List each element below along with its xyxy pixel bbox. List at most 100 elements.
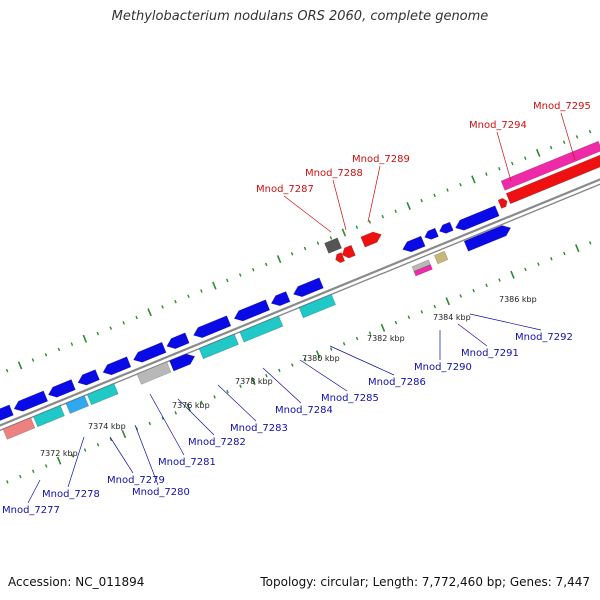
tick-mark — [83, 448, 87, 452]
tick-mark — [17, 361, 23, 370]
label-leader-line — [332, 179, 347, 231]
tick-mark — [446, 188, 449, 192]
tick-mark — [57, 347, 61, 352]
tick-mark — [148, 421, 152, 426]
gene-label-mnod-7288[interactable]: Mnod_7288 — [305, 168, 363, 179]
label-leader-line — [27, 479, 41, 504]
gene-reverse-1 — [2, 417, 36, 440]
gene-label-mnod-7282[interactable]: Mnod_7282 — [188, 437, 246, 448]
gene-label-mnod-7278[interactable]: Mnod_7278 — [42, 489, 100, 500]
tick-mark — [31, 469, 35, 474]
tick-mark — [537, 262, 540, 266]
accession-text: Accession: NC_011894 — [8, 575, 145, 589]
tick-mark — [355, 336, 359, 341]
gene-forward-11 — [293, 277, 324, 298]
tick-mark — [264, 262, 268, 267]
gene-reverse-6 — [169, 353, 196, 372]
tick-mark — [523, 156, 527, 160]
genome-summary-text: Topology: circular; Length: 7,772,460 bp… — [260, 575, 590, 589]
tick-mark — [433, 304, 437, 309]
tick-mark — [303, 246, 307, 251]
tick-mark — [575, 135, 579, 139]
tick-mark — [82, 334, 88, 343]
gene-label-mnod-7279[interactable]: Mnod_7279 — [107, 475, 165, 486]
gene-label-mnod-7281[interactable]: Mnod_7281 — [158, 457, 216, 468]
tick-mark — [5, 368, 9, 373]
gene-label-mnod-7284[interactable]: Mnod_7284 — [275, 405, 333, 416]
gene-forward-4 — [77, 369, 100, 386]
tick-mark — [550, 257, 553, 261]
tick-mark — [368, 331, 372, 335]
gene-label-mnod-7289[interactable]: Mnod_7289 — [352, 154, 410, 165]
tick-mark — [200, 289, 203, 293]
gene-reverse-9 — [298, 294, 336, 319]
genome-backbone — [0, 178, 600, 432]
gene-features — [0, 140, 600, 440]
gene-label-mnod-7295[interactable]: Mnod_7295 — [533, 101, 591, 112]
tick-mark — [70, 342, 74, 346]
label-leader-line — [560, 112, 576, 161]
gene-label-mnod-7290[interactable]: Mnod_7290 — [414, 362, 472, 373]
gene-red-cluster-1 — [324, 237, 342, 254]
tick-mark — [406, 201, 411, 210]
tick-mark — [329, 236, 333, 240]
tick-mark — [186, 403, 191, 412]
label-leader-line — [67, 436, 85, 488]
gene-forward-1 — [0, 404, 14, 421]
tick-mark — [251, 267, 255, 272]
tick-mark — [187, 294, 190, 299]
gene-label-mnod-7294[interactable]: Mnod_7294 — [469, 120, 527, 131]
gene-reverse-8 — [239, 315, 284, 343]
tick-mark — [44, 352, 48, 357]
tick-mark — [174, 299, 177, 304]
gene-label-mnod-7285[interactable]: Mnod_7285 — [321, 393, 379, 404]
tick-mark — [498, 167, 501, 171]
tick-mark — [96, 331, 100, 336]
gene-red-cluster-4 — [360, 231, 382, 248]
label-leader-line — [457, 323, 488, 347]
tick-mark — [498, 278, 501, 282]
label-leader-line — [496, 131, 512, 182]
tick-mark — [213, 395, 216, 399]
tick-mark — [265, 373, 268, 378]
gene-forward-2 — [13, 390, 49, 412]
tick-mark — [588, 241, 592, 245]
tick-mark — [316, 241, 320, 245]
tick-mark — [290, 252, 294, 256]
tick-mark — [420, 310, 424, 314]
tick-mark — [471, 175, 476, 184]
tick-mark — [239, 384, 242, 389]
gene-label-mnod-7292[interactable]: Mnod_7292 — [515, 332, 573, 343]
tick-mark — [407, 315, 411, 319]
kbp-label: 7372 kbp — [40, 449, 78, 458]
label-leader-line — [109, 436, 134, 474]
label-leader-line — [469, 313, 542, 331]
tick-mark — [575, 244, 580, 253]
tick-mark — [342, 342, 346, 346]
gene-forward-6 — [133, 341, 167, 363]
kbp-labels: 7372 kbp 7374 kbp 7376 kbp 7378 kbp 7380 kbp… — [40, 295, 537, 458]
tick-mark — [433, 193, 436, 198]
label-leader-line — [283, 195, 332, 233]
tick-mark — [19, 474, 22, 479]
gene-forward-8 — [193, 315, 232, 339]
gene-label-mnod-7277[interactable]: Mnod_7277 — [2, 505, 60, 516]
label-leader-line — [149, 393, 185, 456]
tick-mark — [510, 270, 515, 279]
tick-mark — [276, 255, 282, 264]
tick-mark — [31, 358, 35, 362]
gene-label-mnod-7286[interactable]: Mnod_7286 — [368, 377, 426, 388]
label-leader-line — [299, 359, 348, 392]
gene-cluster-1 — [402, 235, 426, 253]
gene-label-mnod-7280[interactable]: Mnod_7280 — [132, 487, 190, 498]
tick-mark — [511, 161, 514, 166]
gene-label-mnod-7287[interactable]: Mnod_7287 — [256, 184, 314, 195]
gene-label-mnod-7291[interactable]: Mnod_7291 — [461, 348, 519, 359]
gene-label-mnod-7283[interactable]: Mnod_7283 — [230, 423, 288, 434]
label-leaders — [27, 112, 576, 504]
tick-mark — [394, 320, 398, 325]
kbp-label: 7380 kbp — [302, 354, 340, 363]
tick-mark — [56, 456, 62, 465]
